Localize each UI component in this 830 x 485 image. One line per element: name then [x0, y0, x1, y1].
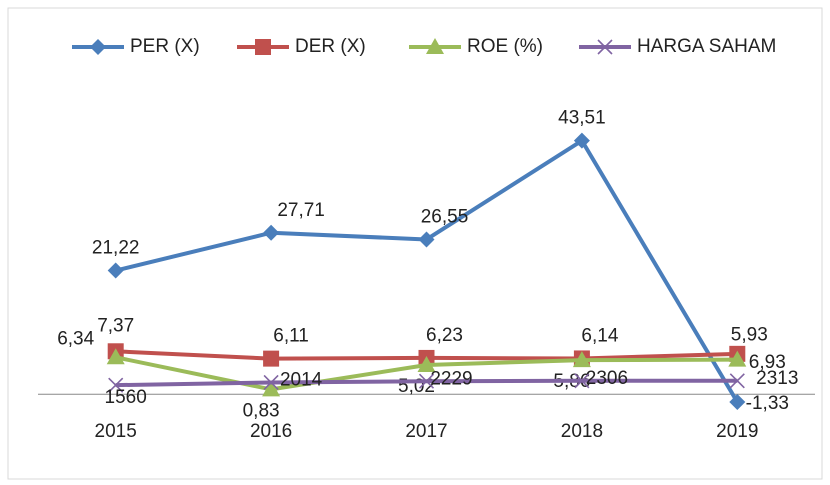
data-label: 2306 [586, 368, 628, 389]
data-point [108, 377, 124, 393]
x-tick-label: 2017 [405, 421, 447, 442]
legend-marker [90, 39, 106, 55]
data-label: 2313 [756, 368, 798, 389]
x-tick-label: 2016 [250, 421, 292, 442]
data-point [417, 355, 436, 372]
data-label: 0,83 [243, 400, 280, 421]
legend-label: HARGA SAHAM [637, 36, 776, 57]
data-label: 27,71 [277, 200, 325, 221]
data-point [263, 224, 280, 241]
data-point [263, 374, 279, 391]
legend-label: ROE (%) [467, 36, 543, 57]
legend-marker [255, 39, 271, 55]
data-label: 2229 [430, 368, 472, 389]
data-label: 43,51 [558, 108, 606, 129]
data-point [418, 373, 435, 389]
data-point [107, 262, 124, 279]
data-point [572, 351, 591, 368]
legend-label: DER (X) [295, 36, 366, 57]
data-point [728, 350, 747, 367]
legend-marker [426, 38, 444, 54]
data-label: -1,33 [746, 393, 789, 414]
data-point [573, 132, 590, 149]
data-point [729, 373, 745, 389]
data-label: 26,55 [421, 207, 469, 228]
data-point [263, 350, 280, 367]
legend-marker [597, 39, 613, 55]
data-label: 6,23 [426, 325, 463, 346]
x-tick-label: 2015 [95, 421, 137, 442]
data-label: 6,93 [749, 352, 786, 373]
x-tick-label: 2018 [561, 421, 603, 442]
data-point [262, 380, 281, 397]
data-point [729, 393, 746, 410]
data-label: 21,22 [92, 238, 140, 259]
data-point [106, 348, 125, 365]
data-label: 6,34 [57, 328, 94, 349]
data-label: 2014 [280, 370, 323, 391]
data-label: 6,14 [581, 325, 618, 346]
legend-label: PER (X) [130, 36, 200, 57]
data-point [574, 373, 590, 389]
data-point [418, 231, 435, 248]
x-tick-label: 2019 [716, 421, 758, 442]
data-label: 1560 [105, 387, 147, 408]
data-label: 7,37 [97, 315, 134, 336]
data-label: 5,93 [731, 325, 768, 346]
data-label: 6,11 [273, 326, 309, 347]
chart-frame [7, 7, 823, 480]
